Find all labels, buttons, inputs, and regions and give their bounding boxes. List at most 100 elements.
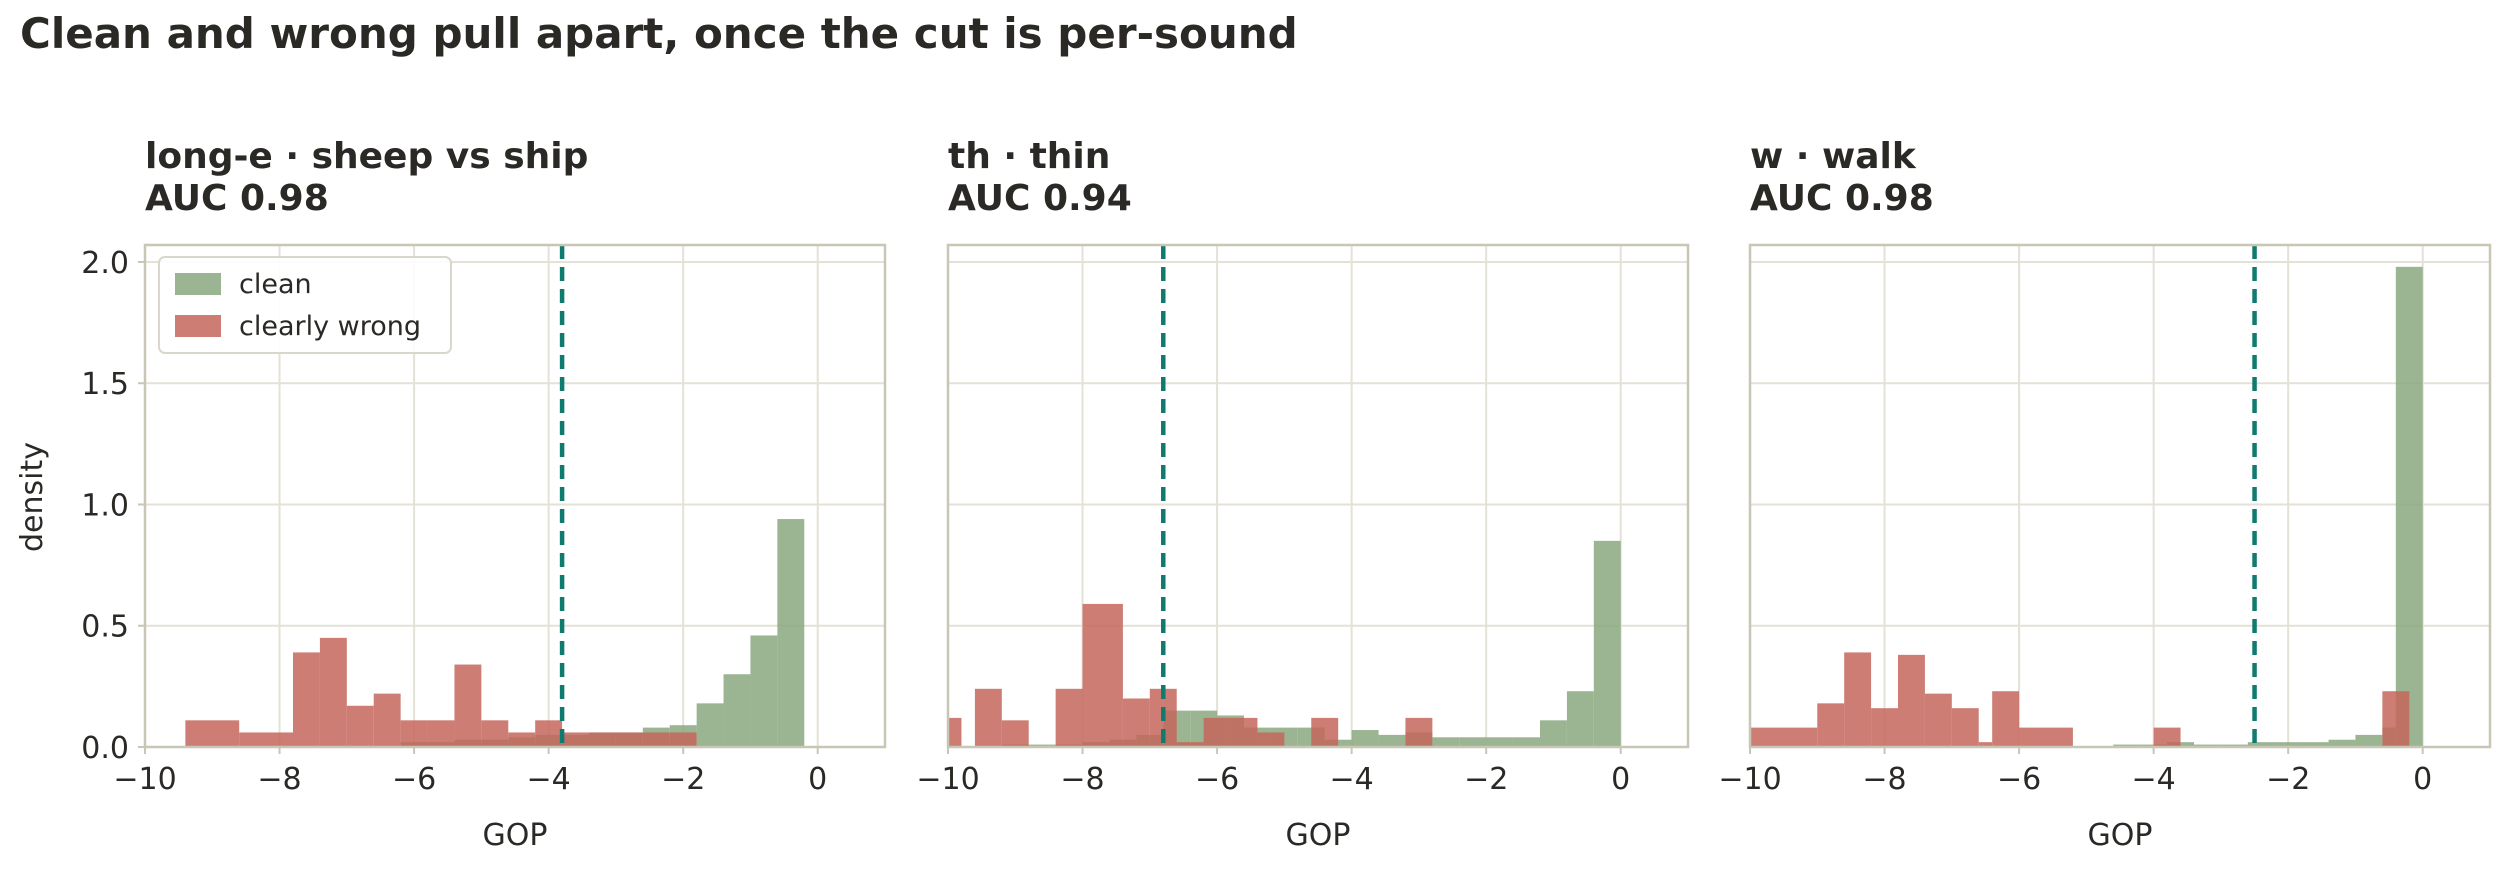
y-tick-label: 1.0 <box>81 488 129 523</box>
clean-bar <box>777 519 805 747</box>
clean-bar <box>1378 734 1406 747</box>
x-tick-label: −8 <box>1862 762 1906 797</box>
x-tick-label: −6 <box>1997 762 2041 797</box>
legend-swatch-wrong <box>175 315 221 337</box>
wrong-bar <box>1951 708 1979 747</box>
x-tick-label: 0 <box>1611 762 1630 797</box>
wrong-bar <box>669 732 697 747</box>
panel-title: w · walk <box>1750 136 1917 177</box>
wrong-bar <box>293 652 320 747</box>
wrong-bar <box>481 720 509 747</box>
panel-title: long-e · sheep vs ship <box>145 136 588 177</box>
clean-bar <box>723 674 751 747</box>
wrong-bar <box>346 705 374 747</box>
panel-subtitle: AUC 0.98 <box>145 178 329 219</box>
x-tick-label: −10 <box>113 762 176 797</box>
clean-bar <box>1593 540 1621 747</box>
wrong-bar <box>1750 727 1818 747</box>
axes-frame <box>1748 243 2492 749</box>
wrong-bar <box>1871 708 1898 747</box>
wrong-bar <box>948 717 962 747</box>
legend: clean clearly wrong <box>158 256 452 354</box>
clean-bar <box>2328 739 2356 747</box>
clean-bar <box>1324 739 1352 747</box>
legend-label: clean <box>239 269 312 300</box>
x-tick-label: −6 <box>1195 762 1239 797</box>
x-tick-label: −4 <box>527 762 571 797</box>
clean-bar <box>2274 742 2302 747</box>
axes-frame <box>946 243 1690 749</box>
wrong-bar <box>427 720 455 747</box>
wrong-bar <box>589 732 616 747</box>
figure-title: Clean and wrong pull apart, once the cut… <box>20 9 1298 58</box>
wrong-bar <box>1898 654 1925 747</box>
wrong-bar <box>185 720 240 747</box>
clean-bar <box>1432 737 1460 747</box>
clean-bar <box>2247 742 2275 747</box>
x-tick-label: −2 <box>661 762 705 797</box>
x-tick-label: −8 <box>1060 762 1104 797</box>
clean-bar <box>2355 734 2383 747</box>
x-tick-label: −6 <box>392 762 436 797</box>
x-tick-label: 0 <box>2413 762 2432 797</box>
wrong-bar <box>1230 717 1258 747</box>
x-tick-label: −10 <box>916 762 979 797</box>
wrong-bar <box>1817 703 1845 747</box>
wrong-bar <box>2382 691 2410 747</box>
wrong-bar <box>1978 742 1993 747</box>
wrong-bar <box>400 720 428 747</box>
wrong-bar <box>1082 603 1123 747</box>
x-axis-label: GOP <box>483 818 548 853</box>
wrong-bar <box>1992 691 2020 747</box>
panel-subtitle: AUC 0.98 <box>1750 178 1934 219</box>
wrong-bar <box>2019 727 2073 747</box>
x-tick-label: 0 <box>808 762 827 797</box>
x-axis-label: GOP <box>1286 818 1351 853</box>
panel-subtitle: AUC 0.94 <box>948 178 1132 219</box>
x-tick-label: −2 <box>2266 762 2310 797</box>
wrong-bar <box>508 732 536 747</box>
y-tick-label: 1.5 <box>81 367 129 402</box>
wrong-bar <box>974 688 1002 747</box>
clean-bar <box>2395 266 2423 747</box>
wrong-bar <box>319 637 347 747</box>
clean-bar <box>1566 691 1594 747</box>
panel-title: th · thin <box>948 136 1110 177</box>
wrong-bar <box>535 720 563 747</box>
wrong-bar <box>2153 727 2181 747</box>
clean-bar <box>750 635 778 747</box>
clean-bar <box>1459 737 1487 747</box>
x-axis-label: GOP <box>2088 818 2153 853</box>
wrong-bar <box>1001 720 1029 747</box>
clean-bar <box>1540 720 1567 747</box>
clean-bar <box>1351 730 1379 747</box>
wrong-bar <box>1924 693 1952 747</box>
y-tick-label: 2.0 <box>81 246 129 281</box>
y-tick-label: 0.0 <box>81 731 129 766</box>
wrong-bar <box>454 664 482 747</box>
wrong-bar <box>1122 698 1150 747</box>
x-tick-label: −4 <box>1330 762 1374 797</box>
clean-bar <box>696 703 724 747</box>
clean-bar <box>2301 742 2329 747</box>
wrong-bar <box>1055 688 1083 747</box>
wrong-bar <box>562 732 589 747</box>
clean-bar <box>1513 737 1540 747</box>
x-tick-label: −8 <box>257 762 301 797</box>
panel-long-e: long-e · sheep vs ship AUC 0.98 −10 −8 −6 −… <box>81 136 887 853</box>
wrong-bar <box>1844 652 1872 747</box>
y-tick-label: 0.5 <box>81 610 129 645</box>
wrong-bar <box>1203 717 1231 747</box>
y-axis-label: density <box>15 442 50 552</box>
wrong-bar <box>642 732 670 747</box>
legend-box <box>158 256 452 354</box>
wrong-bar <box>1257 732 1285 747</box>
wrong-bar <box>239 732 293 747</box>
legend-label: clearly wrong <box>239 311 421 342</box>
panel-w: w · walk AUC 0.98 −10 −8 −6 −4 −2 0 GOP <box>1718 136 2492 853</box>
clean-bar <box>1486 737 1514 747</box>
axes-frame <box>143 243 887 749</box>
wrong-bar <box>1176 742 1204 747</box>
wrong-bar <box>1311 717 1339 747</box>
